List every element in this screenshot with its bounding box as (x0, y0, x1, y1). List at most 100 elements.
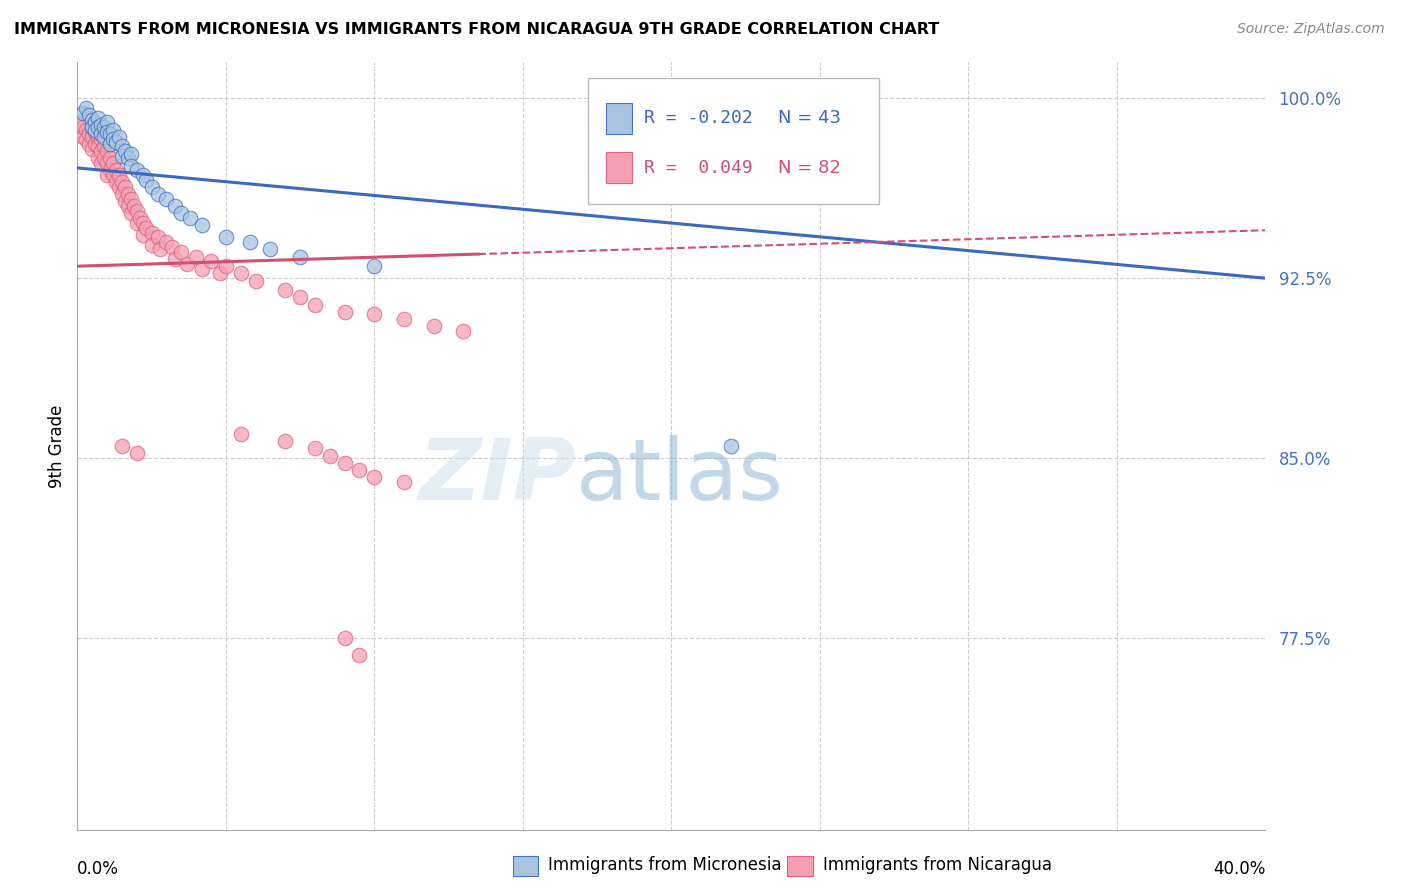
Point (200, 254, 222, 268)
Point (96, 144, 118, 158)
Point (453, 324, 475, 338)
Point (135, 220, 157, 235)
Point (82, 112, 104, 127)
Point (349, 648, 371, 662)
Point (176, 257, 198, 271)
Point (191, 261, 214, 276)
Point (82, 142, 104, 156)
Point (131, 216, 153, 230)
Point (90, 144, 112, 158)
Point (141, 237, 163, 252)
Point (114, 144, 136, 158)
Point (215, 230, 238, 244)
Point (720, 439, 742, 453)
Y-axis label: 9th Grade: 9th Grade (48, 404, 66, 488)
Point (104, 175, 127, 189)
Point (69, 115, 91, 129)
Bar (606, 153, 633, 183)
Point (259, 243, 281, 257)
Point (111, 187, 134, 202)
Point (141, 180, 163, 194)
Point (72, 105, 94, 120)
Point (101, 156, 124, 170)
Point (125, 216, 148, 230)
Point (363, 470, 385, 484)
Point (90, 128, 112, 142)
Point (84, 115, 107, 129)
Text: ZIP: ZIP (419, 435, 576, 518)
Point (392, 475, 415, 489)
Point (333, 456, 356, 470)
Point (87, 120, 110, 135)
Point (288, 290, 311, 304)
Point (96, 168, 118, 182)
Text: Source: ZipAtlas.com: Source: ZipAtlas.com (1237, 22, 1385, 37)
Point (131, 168, 153, 182)
Point (87, 139, 110, 153)
Point (82, 118, 104, 132)
Point (245, 274, 267, 288)
Point (239, 235, 262, 250)
Point (304, 297, 326, 311)
Point (179, 211, 201, 226)
Point (135, 173, 157, 187)
Point (98, 151, 121, 165)
Point (108, 129, 131, 144)
Point (333, 631, 356, 645)
Point (131, 227, 153, 242)
Point (96, 115, 118, 129)
Point (155, 192, 177, 206)
Point (93, 129, 115, 144)
Point (90, 118, 112, 132)
Point (104, 163, 127, 178)
Point (75, 101, 97, 115)
Point (162, 240, 184, 254)
Text: Immigrants from Micronesia: Immigrants from Micronesia (548, 856, 782, 874)
Point (363, 307, 385, 321)
Text: 40.0%: 40.0% (1213, 860, 1265, 879)
Point (208, 266, 231, 280)
Point (111, 175, 134, 189)
Point (82, 120, 104, 135)
Point (84, 125, 107, 139)
Text: atlas: atlas (576, 435, 785, 518)
Point (87, 151, 110, 165)
Point (125, 163, 148, 178)
Bar (606, 103, 633, 134)
Point (93, 120, 115, 135)
Point (128, 211, 150, 226)
Text: R =  0.049: R = 0.049 (644, 159, 752, 177)
Point (98, 136, 121, 151)
Point (75, 132, 97, 146)
Point (349, 463, 371, 477)
Point (101, 168, 124, 182)
Point (146, 187, 169, 202)
Text: 0.0%: 0.0% (77, 860, 120, 879)
Point (333, 304, 356, 318)
Point (191, 219, 214, 233)
Point (93, 139, 115, 153)
Text: N = 43: N = 43 (779, 110, 841, 128)
Point (186, 250, 208, 264)
Point (229, 427, 252, 442)
FancyBboxPatch shape (588, 78, 879, 204)
Point (114, 194, 136, 209)
Point (77, 108, 100, 122)
Point (77, 128, 100, 142)
Point (304, 442, 326, 456)
Point (170, 244, 193, 259)
Point (117, 199, 139, 213)
Point (96, 125, 118, 139)
Point (122, 199, 145, 213)
Point (125, 446, 148, 460)
Point (111, 439, 134, 453)
Point (141, 226, 163, 240)
Point (117, 187, 139, 202)
Point (82, 129, 104, 144)
Text: Immigrants from Nicaragua: Immigrants from Nicaragua (823, 856, 1052, 874)
Point (120, 206, 142, 220)
Point (288, 250, 311, 264)
Point (117, 151, 139, 165)
Point (87, 129, 110, 144)
Point (90, 132, 112, 146)
